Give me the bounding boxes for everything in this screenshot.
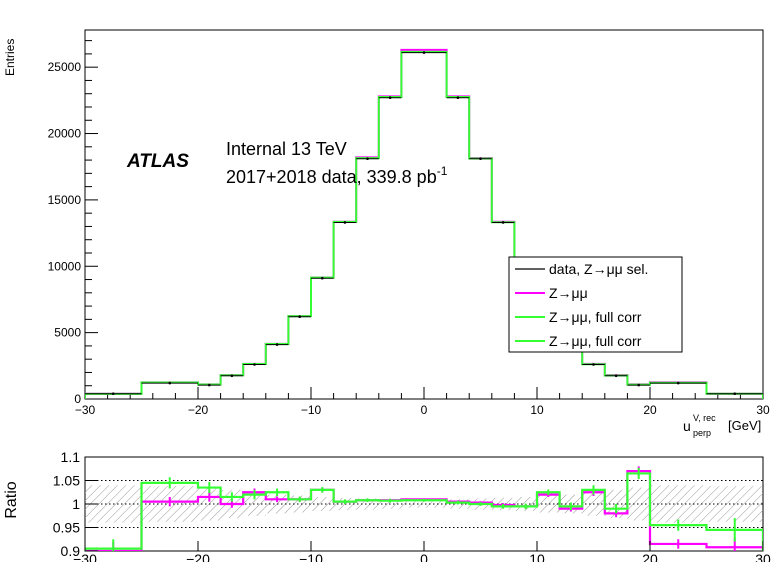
ratio-x-tick-label: 10 <box>529 551 545 562</box>
ratio-series-fullcorr <box>85 472 763 551</box>
ratio-y-axis-label: Ratio <box>3 481 20 518</box>
ratio-y-tick-label: 0.95 <box>53 520 80 536</box>
main-panel: 0 5000 10000 15000 20000 25000 −30 −20 −10 0 10 20 3… <box>3 29 770 438</box>
ratio-x-tick-label: 30 <box>755 551 771 562</box>
ratio-y-tick-label: 1.05 <box>53 473 80 489</box>
legend-label-1: Z→μμ <box>549 285 588 301</box>
data-point <box>614 374 618 378</box>
x-axis-label-sup: V, rec <box>693 413 716 423</box>
data-point <box>592 363 595 366</box>
data-point <box>637 383 640 387</box>
legend: data, Z→μμ sel. Z→μμ Z→μμ, full corr Z→μ… <box>508 256 683 353</box>
annotation-line2-main: 2017+2018 data, 339.8 pb <box>226 167 437 187</box>
legend-entry-1: Z→μμ <box>515 285 588 301</box>
atlas-annotation: ATLAS Internal 13 TeV 2017+2018 data, 33… <box>126 139 448 187</box>
y-axis-label: Entries <box>3 39 17 76</box>
data-point <box>366 157 369 161</box>
data-point <box>676 381 680 385</box>
data-point <box>343 221 347 224</box>
data-point <box>253 363 256 366</box>
y-tick-label: 10000 <box>48 259 82 273</box>
annotation-line1: Internal 13 TeV <box>226 139 347 159</box>
ratio-x-tick-label: 0 <box>420 551 428 562</box>
ratio-x-tick-label: 20 <box>642 551 658 562</box>
x-axis-label-unit: [GeV] <box>728 418 761 433</box>
data-point <box>388 96 392 99</box>
y-tick-label: 0 <box>74 392 81 406</box>
main-axes: 0 5000 10000 15000 20000 25000 −30 −20 −10 0 10 20 3… <box>48 40 770 417</box>
data-point <box>479 157 482 161</box>
x-tick-label: 30 <box>756 403 770 417</box>
ratio-panel: 0.9 0.95 1 1.05 1.1 −30 −20 −10 0 10 20 30 Ratio <box>3 449 771 567</box>
x-tick-label: 20 <box>643 403 657 417</box>
ratio-y-tick-label: 1.1 <box>61 449 81 465</box>
y-tick-label: 15000 <box>48 193 82 207</box>
ratio-plot-area <box>85 466 763 551</box>
x-axis-label-main: u <box>683 418 691 434</box>
data-point <box>733 392 737 395</box>
legend-entry-0: data, Z→μμ sel. <box>515 261 648 277</box>
x-axis-label: u V, rec perp [GeV] <box>683 413 761 438</box>
data-point <box>275 343 279 346</box>
data-point <box>422 51 426 54</box>
data-point <box>298 315 302 319</box>
ratio-y-tick-label: 0.9 <box>61 543 81 559</box>
y-tick-label: 5000 <box>54 326 81 340</box>
x-tick-label: 10 <box>530 403 544 417</box>
legend-box <box>508 256 683 353</box>
x-tick-label: −30 <box>75 403 96 417</box>
y-tick-label: 20000 <box>48 127 82 141</box>
data-point <box>230 374 234 378</box>
x-tick-label: 0 <box>421 403 428 417</box>
x-tick-label: −10 <box>301 403 322 417</box>
ratio-x-tick-label: −20 <box>186 551 210 562</box>
data-point <box>456 96 460 99</box>
data-point <box>321 276 324 280</box>
data-point <box>168 381 172 385</box>
legend-label-3: Z→μμ, full corr <box>549 333 642 349</box>
legend-label-2: Z→μμ, full corr <box>549 309 642 325</box>
annotation-line2: 2017+2018 data, 339.8 pb-1 <box>226 164 448 187</box>
x-tick-label: −20 <box>188 403 209 417</box>
ratio-x-tick-label: −30 <box>73 551 97 562</box>
ratio-x-tick-label: −10 <box>299 551 323 562</box>
y-tick-label: 25000 <box>48 60 82 74</box>
annotation-line2-sup: -1 <box>437 164 448 178</box>
x-axis-label-sub: perp <box>693 428 711 438</box>
legend-entry-2: Z→μμ, full corr <box>515 309 642 325</box>
legend-entry-3: Z→μμ, full corr <box>515 333 642 349</box>
data-point <box>111 392 115 395</box>
data-point <box>501 221 505 224</box>
data-point <box>208 383 211 387</box>
legend-label-0: data, Z→μμ sel. <box>549 261 648 277</box>
ratio-y-tick-label: 1 <box>72 496 80 512</box>
atlas-label: ATLAS <box>126 151 189 172</box>
